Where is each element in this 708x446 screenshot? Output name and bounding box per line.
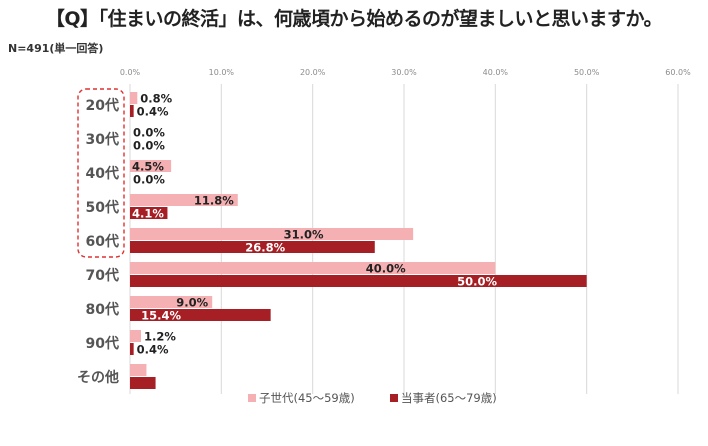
bar-child-generation <box>130 330 141 342</box>
category-label: 90代 <box>86 335 119 352</box>
x-tick-label: 10.0% <box>209 68 235 77</box>
legend-swatch <box>248 394 256 402</box>
data-label: 0.4% <box>137 343 169 357</box>
bar-self-generation <box>130 275 587 287</box>
bar-child-generation <box>130 194 238 206</box>
bar-self-generation <box>130 377 156 389</box>
x-tick-label: 60.0% <box>665 68 691 77</box>
category-label: 80代 <box>86 301 119 318</box>
bar-self-generation <box>130 343 134 355</box>
bar-self-generation <box>130 309 271 321</box>
bar-child-generation <box>130 364 147 376</box>
category-label: 20代 <box>86 97 119 114</box>
chart-title: 【Q】「住まいの終活」は、何歳頃から始めるのが望ましいと思いますか。 <box>45 8 663 30</box>
data-label: 15.4% <box>141 309 181 323</box>
data-label: 0.0% <box>133 173 165 187</box>
x-tick-label: 30.0% <box>391 68 417 77</box>
chart-subtitle: N=491(単一回答) <box>8 42 104 55</box>
legend-label: 当事者(65～79歳) <box>401 391 497 405</box>
bar-child-generation <box>130 228 414 240</box>
data-label: 0.8% <box>140 92 172 106</box>
category-label: 40代 <box>86 165 119 182</box>
x-tick-label: 0.0% <box>120 68 141 77</box>
data-label: 9.0% <box>176 296 208 310</box>
bar-child-generation <box>130 92 138 104</box>
category-label: 30代 <box>86 131 119 148</box>
data-label: 4.1% <box>132 207 164 221</box>
bar-child-generation <box>130 160 172 172</box>
x-tick-label: 50.0% <box>574 68 600 77</box>
bar-self-generation <box>130 241 375 253</box>
data-label: 50.0% <box>457 275 497 289</box>
data-label: 1.2% <box>144 330 176 344</box>
data-label: 31.0% <box>284 228 324 242</box>
category-label: 60代 <box>86 233 119 250</box>
category-label: 50代 <box>86 199 119 216</box>
data-label: 0.0% <box>133 126 165 140</box>
data-label: 0.4% <box>137 105 169 119</box>
x-tick-label: 20.0% <box>300 68 326 77</box>
data-label: 0.0% <box>133 139 165 153</box>
data-label: 40.0% <box>366 262 406 276</box>
legend-label: 子世代(45～59歳) <box>259 391 355 405</box>
bar-child-generation <box>130 296 213 308</box>
highlight-box <box>77 88 125 258</box>
bar-self-generation <box>130 207 168 219</box>
data-label: 26.8% <box>245 241 285 255</box>
bar-child-generation <box>130 262 496 274</box>
data-label: 11.8% <box>194 194 234 208</box>
data-label: 4.5% <box>132 160 164 174</box>
category-label: 70代 <box>86 267 119 284</box>
x-tick-label: 40.0% <box>483 68 509 77</box>
bar-self-generation <box>130 105 134 117</box>
category-label: その他 <box>77 369 119 386</box>
legend-swatch <box>390 394 398 402</box>
